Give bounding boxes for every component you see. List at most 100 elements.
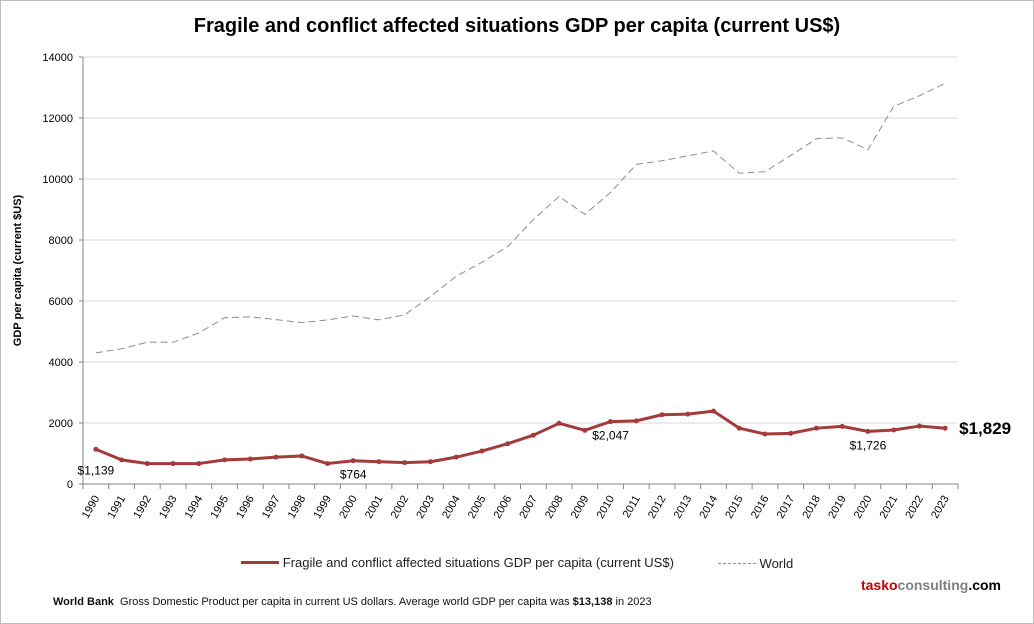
data-label: $1,829 bbox=[959, 419, 1011, 438]
x-tick-label: 2013 bbox=[672, 494, 695, 521]
data-point-fragile bbox=[813, 425, 819, 431]
data-point-fragile bbox=[119, 457, 125, 463]
data-point-fragile bbox=[402, 460, 408, 466]
x-tick-label: 2022 bbox=[903, 494, 926, 521]
y-tick-label: 8000 bbox=[49, 235, 73, 247]
data-point-fragile bbox=[530, 432, 536, 438]
y-tick-label: 6000 bbox=[49, 296, 73, 308]
x-tick-label: 2017 bbox=[775, 494, 798, 521]
data-point-fragile bbox=[170, 461, 176, 467]
y-tick-label: 10000 bbox=[42, 174, 73, 186]
x-tick-label: 2014 bbox=[697, 494, 720, 521]
legend-swatch-fragile bbox=[240, 561, 279, 564]
data-point-fragile bbox=[608, 419, 614, 425]
x-tick-label: 2006 bbox=[492, 493, 515, 520]
x-tick-label: 1991 bbox=[106, 494, 129, 521]
legend-item-world: World bbox=[717, 556, 794, 571]
data-point-fragile bbox=[762, 431, 768, 437]
y-tick-label: 0 bbox=[67, 479, 73, 491]
footnote-suffix: in 2023 bbox=[612, 596, 652, 608]
x-tick-label: 2015 bbox=[723, 494, 746, 521]
data-label: $1,726 bbox=[850, 438, 887, 452]
data-point-fragile bbox=[891, 427, 897, 433]
legend-swatch-world bbox=[717, 563, 756, 564]
data-point-fragile bbox=[350, 458, 356, 464]
x-tick-label: 2023 bbox=[929, 494, 952, 521]
data-point-fragile bbox=[736, 425, 742, 431]
x-tick-label: 2004 bbox=[440, 494, 463, 521]
brand-part3: .com bbox=[968, 577, 1001, 593]
chart-title: Fragile and conflict affected situations… bbox=[193, 15, 841, 37]
x-tick-label: 2001 bbox=[363, 494, 386, 521]
x-tick-label: 2003 bbox=[414, 494, 437, 521]
footnote-source: World Bank bbox=[53, 596, 114, 608]
data-point-fragile bbox=[556, 420, 562, 426]
x-tick-label: 2018 bbox=[800, 494, 823, 521]
brand-part1: tasko bbox=[860, 577, 898, 593]
x-tick-label: 2008 bbox=[543, 494, 566, 521]
x-tick-label: 2010 bbox=[595, 494, 618, 521]
footnote-value: $13,138 bbox=[572, 596, 613, 608]
x-tick-label: 2007 bbox=[517, 494, 540, 521]
legend-label-fragile: Fragile and conflict affected situations… bbox=[282, 555, 674, 570]
footnote: World Bank Gross Domestic Product per ca… bbox=[53, 596, 652, 608]
data-point-fragile bbox=[299, 453, 305, 459]
y-tick-label: 12000 bbox=[42, 113, 73, 125]
series-line-world bbox=[95, 82, 946, 354]
data-point-fragile bbox=[685, 411, 691, 417]
x-tick-label: 2012 bbox=[646, 494, 669, 521]
series-line-fragile bbox=[95, 409, 946, 466]
x-tick-label: 1996 bbox=[234, 494, 257, 521]
data-label: $1,139 bbox=[78, 463, 115, 477]
data-point-fragile bbox=[376, 459, 382, 465]
data-point-fragile bbox=[865, 428, 871, 434]
data-point-fragile bbox=[427, 459, 433, 465]
data-point-fragile bbox=[505, 441, 511, 447]
x-tick-label: 1993 bbox=[157, 494, 180, 521]
y-tick-label: 4000 bbox=[49, 357, 73, 369]
data-point-fragile bbox=[247, 456, 253, 462]
x-tick-label: 2020 bbox=[852, 494, 875, 521]
line-chart: 0 2000 4000 6000 8000 10000 12000 14000 1990 1991… bbox=[12, 52, 1011, 521]
legend: Fragile and conflict affected situations… bbox=[1, 552, 1033, 571]
x-tick-label: 2021 bbox=[878, 494, 901, 521]
data-point-fragile bbox=[582, 427, 588, 433]
data-label: $764 bbox=[340, 468, 367, 482]
x-tick-label: 2011 bbox=[621, 494, 643, 520]
data-label: $2,047 bbox=[592, 429, 629, 443]
x-tick-label: 1994 bbox=[183, 494, 206, 521]
data-point-fragile bbox=[144, 461, 150, 467]
x-tick-label: 1995 bbox=[209, 494, 232, 521]
x-tick-label: 1992 bbox=[131, 494, 154, 521]
brand-logo: taskoconsulting.com bbox=[861, 577, 1001, 593]
data-point-fragile bbox=[273, 454, 279, 460]
data-point-fragile bbox=[659, 412, 665, 418]
data-point-fragile bbox=[839, 423, 845, 429]
x-tick-label: 2002 bbox=[389, 494, 412, 521]
legend-label-world: World bbox=[759, 556, 794, 571]
data-point-fragile bbox=[453, 454, 459, 460]
brand-part2: consulting bbox=[897, 577, 969, 593]
data-point-fragile bbox=[916, 423, 922, 429]
data-point-fragile bbox=[788, 430, 794, 436]
legend-item-fragile: Fragile and conflict affected situations… bbox=[240, 555, 674, 570]
x-tick-label: 1999 bbox=[311, 494, 334, 521]
data-point-fragile bbox=[711, 408, 717, 414]
x-tick-label: 2019 bbox=[826, 494, 849, 521]
data-point-fragile bbox=[93, 446, 99, 452]
x-tick-label: 1998 bbox=[286, 494, 309, 521]
data-point-fragile bbox=[942, 425, 948, 431]
x-tick-label: 2016 bbox=[749, 494, 772, 521]
y-tick-label: 2000 bbox=[49, 418, 73, 430]
data-point-fragile bbox=[222, 457, 228, 463]
y-tick-label: 14000 bbox=[42, 52, 73, 64]
footnote-text: Gross Domestic Product per capita in cur… bbox=[120, 596, 573, 608]
data-point-fragile bbox=[324, 461, 330, 467]
data-point-fragile bbox=[479, 448, 485, 454]
x-tick-label: 1990 bbox=[80, 494, 103, 521]
x-tick-label: 2000 bbox=[337, 494, 360, 521]
x-tick-label: 1997 bbox=[260, 494, 283, 521]
data-point-fragile bbox=[633, 418, 639, 424]
data-point-fragile bbox=[196, 461, 202, 467]
